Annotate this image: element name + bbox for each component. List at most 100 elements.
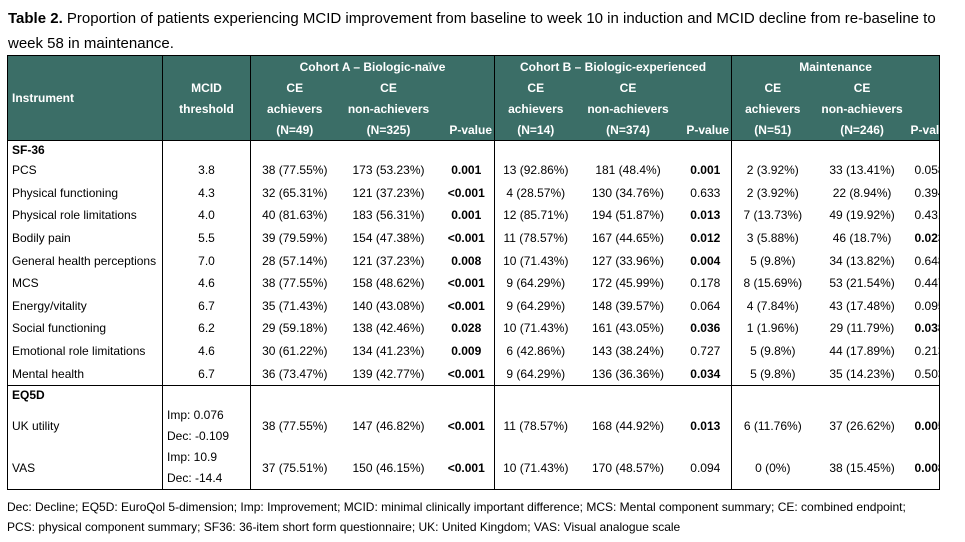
footnote-line-1: Dec: Decline; EQ5D: EuroQol 5-dimension;…	[7, 500, 906, 514]
count-cell: 5 (9.8%)	[750, 253, 796, 268]
p-value: 0.447	[910, 271, 941, 295]
count-cell: 2 (3.92%)	[746, 163, 799, 178]
section-blank	[494, 384, 577, 405]
count-cell: 8 (15.69%)	[743, 276, 803, 291]
instrument-header: Instrument	[7, 55, 163, 141]
p-value: 0.648	[910, 249, 941, 272]
count-cell: 181 (48.4%)	[595, 163, 661, 178]
table-row: PCS 3.8 38 (77.55%) 173 (53.23%) 0.001 13 (92…	[7, 159, 941, 182]
m-non-achievers-n: (N=246)	[813, 119, 911, 141]
count-cell: 34 (13.82%)	[829, 253, 895, 268]
count-cell: 9 (64.29%)	[506, 366, 566, 381]
count-cell: 37 (75.51%)	[250, 446, 339, 490]
eq5d-section: EQ5D	[7, 384, 941, 405]
mcid-header-line2: threshold	[162, 98, 251, 119]
mcid-header-line1: MCID	[162, 77, 251, 98]
mcid-threshold: 6.2	[162, 317, 251, 340]
count-cell: 172 (45.99%)	[591, 276, 665, 291]
table-row: General health perceptions 7.0 28 (57.14%)…	[7, 249, 941, 272]
table-row: MCS 4.6 38 (77.55%) 158 (48.62%) <0.001 9 (64…	[7, 271, 941, 295]
a-non-achievers-n: (N=325)	[338, 119, 439, 141]
b-achievers-n: (N=14)	[494, 119, 577, 141]
p-value: 0.034	[679, 362, 733, 386]
p-value: <0.001	[438, 226, 496, 250]
a-ach-ce: CE	[250, 77, 339, 98]
p-value: 0.009	[438, 339, 496, 363]
section-blank	[250, 140, 339, 159]
count-cell: 28 (57.14%)	[262, 253, 328, 268]
instrument-name: Bodily pain	[7, 226, 163, 250]
count-cell: 139 (42.77%)	[352, 366, 425, 381]
a-non-ce: CE	[338, 77, 439, 98]
count-cell: 38 (77.55%)	[262, 163, 328, 178]
count-cell: 9 (64.29%)	[506, 298, 566, 313]
count-cell: 40 (81.63%)	[262, 208, 328, 223]
count-cell: 1 (1.96%)	[746, 321, 799, 336]
count-cell: 2 (3.92%)	[746, 185, 799, 200]
count-cell: 7 (13.73%)	[743, 208, 803, 223]
count-cell: 37 (26.62%)	[829, 418, 895, 433]
count-cell: 49 (19.92%)	[829, 208, 895, 223]
section-blank	[910, 384, 941, 405]
table-row: UK utility Imp: 0.076 Dec: -0.109 38 (77.55…	[7, 404, 941, 447]
section-blank	[813, 140, 911, 159]
count-cell: 29 (59.18%)	[262, 321, 328, 336]
table-row: Social functioning 6.2 29 (59.18%) 138 (42.…	[7, 317, 941, 340]
section-blank	[731, 384, 814, 405]
a-achievers-header: achievers	[250, 98, 339, 119]
b-non-achievers-header: non-achievers	[576, 98, 680, 119]
p-value: 0.012	[679, 226, 733, 250]
instrument-name: UK utility	[7, 404, 163, 447]
count-cell: 161 (43.05%)	[591, 321, 665, 336]
m-non-ce: CE	[813, 77, 911, 98]
count-cell: 5 (9.8%)	[750, 344, 796, 359]
count-cell: 4 (28.57%)	[506, 185, 566, 200]
b-non-achievers-n: (N=374)	[576, 119, 680, 141]
section-blank	[576, 384, 680, 405]
count-cell: 167 (44.65%)	[591, 231, 665, 246]
section-blank	[576, 140, 680, 159]
count-cell: 158 (48.62%)	[352, 276, 425, 291]
count-cell: 127 (33.96%)	[591, 253, 665, 268]
count-cell: 143 (38.24%)	[591, 344, 665, 359]
section-blank	[162, 384, 251, 405]
p-value: <0.001	[438, 294, 496, 318]
count-cell: 3 (5.88%)	[746, 231, 799, 246]
p-value: 0.633	[679, 181, 733, 205]
count-cell: 30 (61.22%)	[262, 344, 328, 359]
p-value: 0.094	[679, 446, 733, 490]
count-cell: 12 (85.71%)	[503, 208, 569, 223]
p-value: <0.001	[438, 446, 496, 490]
count-cell: 43 (17.48%)	[829, 298, 895, 313]
a-non-achievers-header: non-achievers	[338, 98, 439, 119]
m-achievers-n: (N=51)	[731, 119, 814, 141]
table-header: Instrument Cohort A – Biologic-naïve Coh…	[7, 55, 953, 141]
instrument-name: Emotional role limitations	[7, 339, 163, 363]
p-value: 0.095	[910, 294, 941, 318]
p-value: 0.028	[438, 317, 496, 340]
p-value: 0.727	[679, 339, 733, 363]
count-cell: 154 (47.38%)	[352, 231, 425, 246]
table-caption: Table 2. Proportion of patients experien…	[8, 6, 948, 56]
p-value: <0.001	[438, 181, 496, 205]
mcid-threshold: 4.0	[162, 204, 251, 227]
instrument-name: VAS	[7, 446, 163, 490]
a-pvalue-header: P-value	[438, 119, 496, 141]
count-cell: 10 (71.43%)	[503, 253, 569, 268]
b-pvalue-header: P-value	[679, 119, 733, 141]
m-achievers-header: achievers	[731, 98, 814, 119]
section-blank	[813, 384, 911, 405]
footnote-line-2: PCS: physical component summary; SF36: 3…	[7, 520, 681, 534]
section-blank	[910, 140, 941, 159]
section-blank	[679, 384, 733, 405]
table-footnote: Dec: Decline; EQ5D: EuroQol 5-dimension;…	[7, 497, 957, 537]
table-row: Physical role limitations 4.0 40 (81.63%) 1…	[7, 204, 941, 227]
count-cell: 130 (34.76%)	[591, 185, 665, 200]
count-cell: 36 (73.47%)	[262, 366, 328, 381]
p-value: 0.008	[438, 249, 496, 272]
p-value: 0.036	[679, 317, 733, 340]
m-non-achievers-header: non-achievers	[813, 98, 911, 119]
p-value: 0.013	[679, 204, 733, 227]
table-body: SF-36 PCS 3.8 38 (77.55%) 173 (53.23%) 0.001 1…	[7, 140, 941, 490]
count-cell: 35 (71.43%)	[262, 298, 328, 313]
